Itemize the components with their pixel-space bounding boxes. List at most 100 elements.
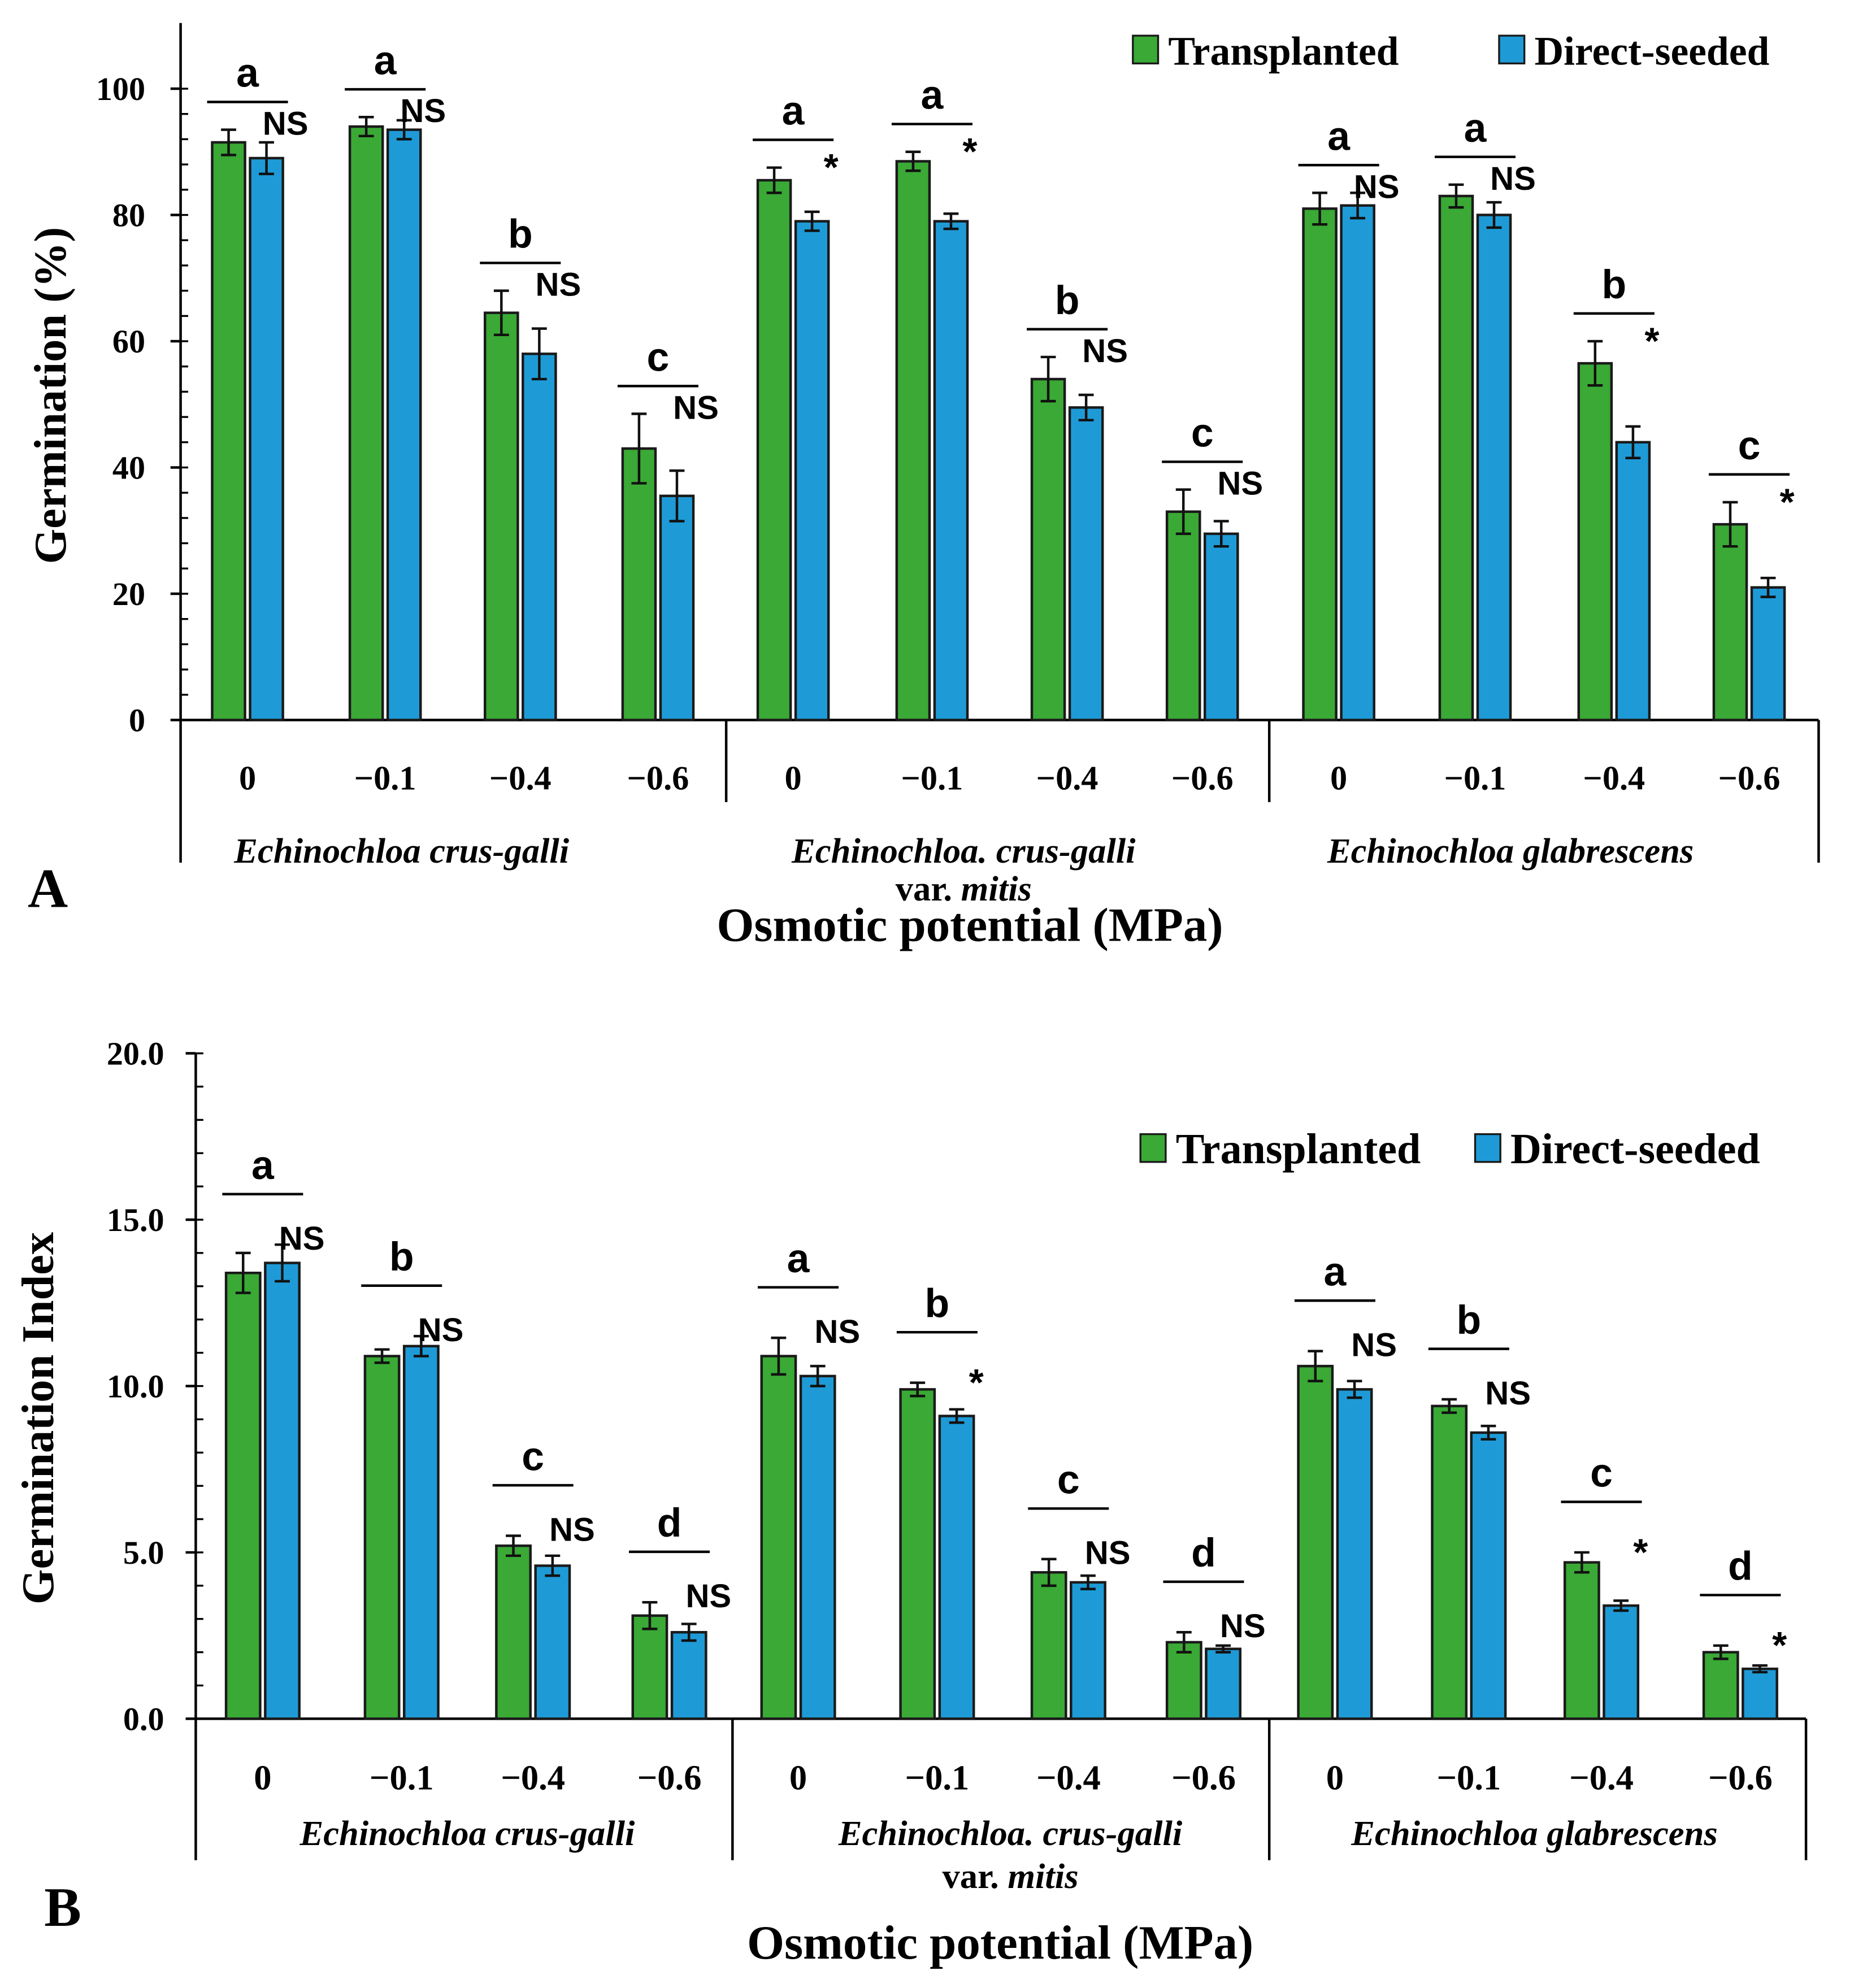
group-letter: a: [1327, 114, 1351, 159]
significance-label: NS: [418, 1312, 464, 1348]
x-tick-label: −0.6: [1718, 759, 1781, 797]
legend-label-direct-seeded: Direct-seeded: [1535, 29, 1770, 74]
x-axis-label: Osmotic potential (MPa): [747, 1916, 1253, 1969]
group-0: Echinochloa crus-galli0NSa−0.1NSb−0.4NSc…: [222, 1143, 731, 1853]
legend-swatch-transplanted: [1132, 34, 1160, 64]
x-tick-label: −0.6: [1708, 1758, 1773, 1798]
x-tick-label: −0.1: [905, 1758, 969, 1798]
group-letter: c: [522, 1434, 544, 1479]
y-tick-label: 40: [112, 450, 145, 486]
bar-direct: [1068, 406, 1104, 721]
significance-label: NS: [549, 1511, 595, 1548]
bar-direct: [938, 1415, 975, 1720]
significance-label: *: [1633, 1531, 1648, 1573]
bar-direct: [794, 220, 830, 721]
bar-direct: [659, 494, 695, 721]
group-label-line2: var. mitis: [942, 1856, 1078, 1896]
x-tick-label: 0: [1326, 1758, 1344, 1798]
x-tick-label: −0.6: [637, 1758, 702, 1798]
bar-transplanted: [1563, 1561, 1600, 1720]
panel-label: A: [28, 858, 68, 919]
significance-label: NS: [1485, 1375, 1531, 1412]
bar-direct: [1070, 1581, 1106, 1720]
group-letter: a: [1324, 1249, 1347, 1294]
x-tick-label: 0: [785, 759, 802, 797]
x-tick-label: −0.6: [627, 759, 689, 797]
bar-direct: [1603, 1604, 1640, 1720]
bar-transplanted: [224, 1272, 262, 1720]
x-tick-label: −0.4: [1583, 759, 1645, 797]
y-tick-label: 20: [112, 576, 145, 612]
significance-label: NS: [1220, 1608, 1266, 1645]
x-tick-label: −0.4: [1036, 1758, 1101, 1798]
group-label-line2: var. mitis: [896, 869, 1032, 908]
group-label: Echinochloa glabrescens: [1327, 831, 1694, 871]
x-tick-label: 0: [1330, 759, 1347, 797]
x-tick-label: 0: [239, 759, 256, 797]
bar-transplanted: [1030, 1571, 1067, 1720]
group-label-variety: mitis: [1008, 1856, 1078, 1896]
y-tick-label: 20.0: [107, 1036, 164, 1072]
group-letter: b: [389, 1234, 414, 1280]
bar-direct: [386, 128, 422, 721]
x-tick-label: −0.1: [370, 1758, 434, 1798]
significance-label: *: [824, 146, 839, 189]
significance-label: NS: [263, 106, 309, 142]
group-letter: a: [236, 51, 259, 96]
group-label: Echinochloa. crus-galli: [791, 831, 1136, 871]
bar-transplanted: [760, 1355, 797, 1720]
bar-transplanted: [621, 447, 657, 721]
x-tick-label: −0.4: [1569, 1758, 1634, 1798]
x-tick-label: −0.4: [1036, 759, 1098, 797]
y-tick-label: 0: [129, 702, 145, 739]
group-label-var: var.: [896, 869, 961, 908]
bar-transplanted: [895, 160, 931, 721]
y-tick-label: 15.0: [107, 1202, 164, 1238]
group-letter: c: [1738, 423, 1761, 468]
group-letter: d: [1728, 1544, 1753, 1589]
group-label-var: var.: [942, 1856, 1008, 1896]
significance-label: *: [969, 1361, 984, 1404]
group-letter: c: [1590, 1451, 1613, 1496]
bar-transplanted: [363, 1355, 401, 1720]
bar-direct: [1615, 441, 1651, 721]
bar-transplanted: [1165, 510, 1201, 721]
x-tick-label: 0: [254, 1758, 271, 1798]
group-letter: b: [508, 212, 533, 257]
group-letter: a: [374, 38, 397, 83]
group-letter: a: [921, 73, 944, 118]
x-tick-label: −0.1: [901, 759, 963, 797]
bar-transplanted: [1577, 362, 1613, 721]
bar-direct: [1742, 1667, 1778, 1720]
group-letter: a: [787, 1236, 810, 1281]
bar-direct: [933, 220, 969, 721]
x-tick-label: −0.1: [354, 759, 416, 797]
group-letter: b: [1602, 262, 1627, 307]
bar-direct: [402, 1345, 440, 1720]
bar-direct: [1750, 586, 1786, 721]
significance-label: *: [1779, 481, 1795, 523]
legend-swatch-direct-seeded: [1498, 34, 1526, 64]
panel-B: 0.0 5.0 10.0 15.0 20.0 Germination Index Osmot…: [13, 1036, 1808, 1969]
x-tick-label: 0: [789, 1758, 807, 1798]
panel-A: 0 20 40 60 80 100 Germination (%) Osmotic poten…: [25, 23, 1820, 952]
bar-direct: [264, 1261, 301, 1720]
bar-direct: [1470, 1431, 1507, 1720]
y-axis-label: Germination Index: [13, 1232, 63, 1604]
bar-direct: [670, 1631, 707, 1720]
significance-label: *: [962, 130, 978, 173]
group-2: Echinochloa glabrescens0NSa−0.1NSb−0.4*c…: [1294, 1249, 1787, 1853]
bar-direct: [1205, 1647, 1242, 1720]
bar-direct: [1203, 532, 1239, 721]
group-letter: a: [782, 89, 805, 134]
bar-transplanted: [1438, 194, 1474, 721]
significance-label: NS: [279, 1220, 325, 1257]
group-letter: d: [657, 1500, 682, 1546]
group-0: Echinochloa crus-galli0NSa−0.1NSa−0.4NSb…: [207, 38, 719, 871]
group-letter: c: [1057, 1457, 1080, 1502]
y-tick-label: 60: [112, 323, 145, 360]
panel-label: B: [44, 1877, 81, 1938]
bar-transplanted: [899, 1388, 936, 1720]
